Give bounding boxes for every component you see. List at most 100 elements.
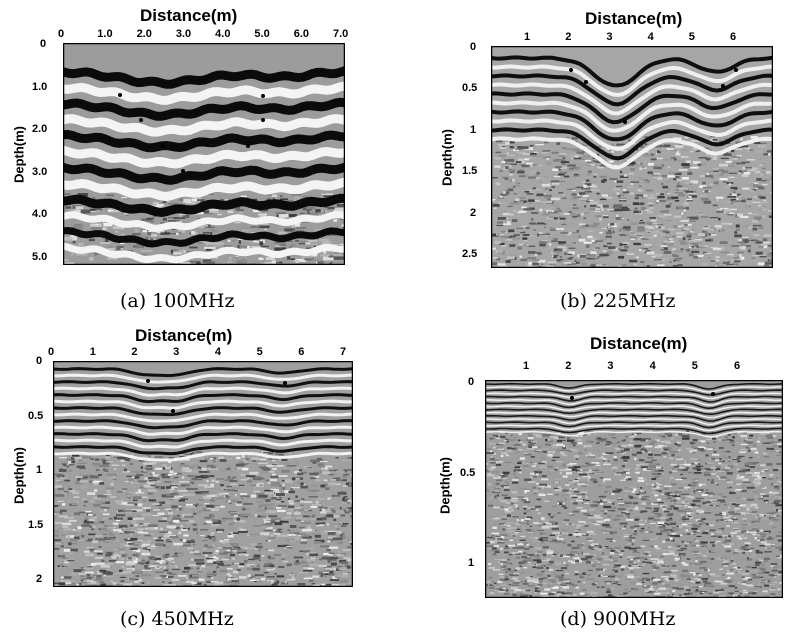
panel-c-ylabel: Depth(m) xyxy=(11,446,27,505)
hyperbola-marker xyxy=(139,118,143,122)
radargram-reflection-bands xyxy=(491,55,773,170)
radargram-image-450mhz xyxy=(53,361,353,587)
hyperbola-marker xyxy=(146,379,150,383)
radargram-frame xyxy=(491,46,773,268)
x-tick-label: 3.0 xyxy=(175,28,192,40)
x-tick-label: 1 xyxy=(524,31,531,43)
reflection-band xyxy=(63,162,345,185)
y-tick-label: 1 xyxy=(468,557,475,569)
reflection-band xyxy=(491,100,773,133)
x-tick-label: 6 xyxy=(298,346,305,358)
y-tick-label: 0 xyxy=(468,376,475,388)
reflection-band xyxy=(485,411,783,419)
x-tick-label: 6.0 xyxy=(293,28,309,40)
hyperbola-marker xyxy=(570,396,574,400)
y-tick-label: 3.0 xyxy=(32,165,48,178)
reflection-band xyxy=(63,145,345,169)
reflection-band xyxy=(491,64,773,98)
hyperbola-marker xyxy=(261,94,265,98)
y-tick-label: 0 xyxy=(36,355,43,367)
y-tick-label: 2 xyxy=(36,573,43,585)
reflection-band xyxy=(53,367,353,378)
reflection-band xyxy=(491,109,773,142)
reflection-band xyxy=(485,414,783,422)
x-tick-label: 3 xyxy=(606,31,613,43)
reflection-band xyxy=(485,398,783,407)
reflection-band xyxy=(485,386,783,393)
radargram-reflection-bands xyxy=(63,66,345,264)
reflection-band xyxy=(485,402,783,410)
y-tick-label: 4.0 xyxy=(32,208,48,221)
reflection-band xyxy=(491,73,773,107)
reflection-band xyxy=(63,129,345,153)
x-tick-label: 1 xyxy=(89,346,96,358)
reflection-band xyxy=(53,425,353,436)
reflection-band xyxy=(53,419,353,430)
hyperbola-marker xyxy=(569,68,573,72)
y-tick-label: 2 xyxy=(470,206,477,219)
x-tick-label: 4.0 xyxy=(215,28,231,40)
panel-b-ylabel: Depth(m) xyxy=(439,128,455,187)
x-tick-label: 1 xyxy=(523,360,530,372)
reflection-band xyxy=(63,193,345,218)
reflection-band xyxy=(63,66,345,89)
reflection-band xyxy=(485,427,783,435)
x-tick-label: 6 xyxy=(730,31,737,43)
reflection-band xyxy=(53,432,353,443)
y-tick-label: 0.5 xyxy=(460,466,476,479)
x-tick-label: 2 xyxy=(131,346,138,358)
x-tick-label: 3 xyxy=(607,360,614,372)
x-tick-label: 5 xyxy=(256,346,263,358)
reflection-band xyxy=(485,382,783,390)
reflection-band xyxy=(485,424,783,432)
hyperbola-marker xyxy=(283,381,287,385)
panel-a-caption: (a) 100MHz xyxy=(120,290,235,312)
reflection-band xyxy=(485,395,783,403)
hyperbola-marker xyxy=(261,118,265,122)
panel-d-title: Distance(m) xyxy=(590,334,688,353)
hyperbola-marker xyxy=(734,68,738,72)
reflection-band xyxy=(53,438,353,449)
y-tick-label: 0.5 xyxy=(462,82,478,95)
reflection-band xyxy=(63,211,345,232)
radargram-image-225mhz xyxy=(491,46,773,268)
panel-d-ylabel: Depth(m) xyxy=(437,456,453,515)
y-tick-label: 1.0 xyxy=(32,80,48,93)
x-tick-label: 5.0 xyxy=(254,28,270,40)
hyperbola-marker xyxy=(161,144,165,148)
reflection-band xyxy=(485,418,783,426)
radargram-frame xyxy=(63,43,345,265)
panel-a-ylabel: Depth(m) xyxy=(11,125,27,184)
x-tick-label: 3 xyxy=(173,346,180,358)
x-tick-label: 5 xyxy=(691,360,698,372)
panel-d-caption: (d) 900MHz xyxy=(560,608,676,630)
panel-a-title: Distance(m) xyxy=(140,6,238,25)
reflection-band xyxy=(63,97,345,121)
reflection-band xyxy=(53,380,353,391)
radargram-noise xyxy=(485,430,783,598)
reflection-band xyxy=(491,91,773,125)
hyperbola-marker xyxy=(623,120,627,124)
reflection-band xyxy=(491,136,773,170)
reflection-band xyxy=(485,389,783,396)
hyperbola-marker xyxy=(584,80,588,84)
radargram-noise xyxy=(53,451,353,587)
y-tick-label: 2.0 xyxy=(32,123,48,136)
radargram-noise xyxy=(491,136,773,268)
radargram-image-900mhz xyxy=(485,380,783,598)
reflection-band xyxy=(53,386,353,397)
reflection-band xyxy=(63,114,345,137)
reflection-band xyxy=(53,406,353,417)
y-tick-label: 1.5 xyxy=(28,518,44,531)
reflection-band xyxy=(63,81,345,105)
x-tick-label: 4 xyxy=(649,360,656,372)
x-tick-label: 2 xyxy=(565,360,572,372)
x-tick-label: 2.0 xyxy=(136,28,152,40)
y-tick-label: 1 xyxy=(36,464,43,476)
reflection-band xyxy=(485,408,783,416)
reflection-band xyxy=(53,373,353,384)
reflection-band xyxy=(63,242,345,264)
reflection-band xyxy=(53,445,353,456)
radargram-reflection-bands xyxy=(485,382,783,438)
x-tick-label: 6 xyxy=(734,360,741,372)
